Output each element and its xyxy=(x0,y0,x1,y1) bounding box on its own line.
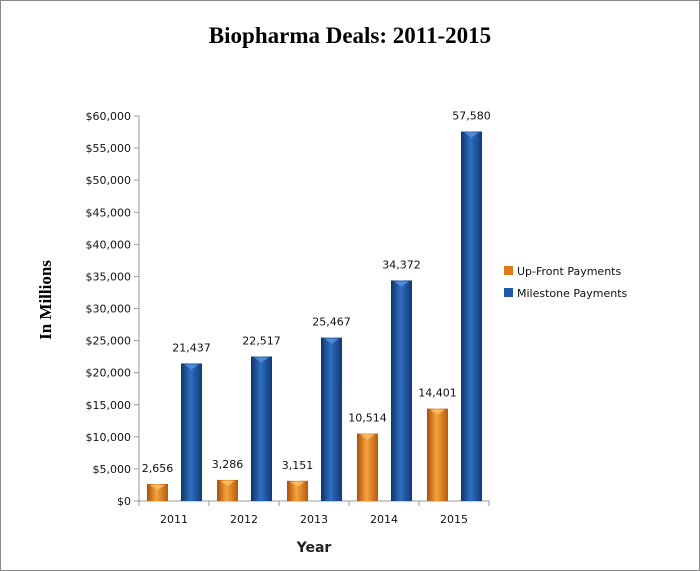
bar-highlight xyxy=(464,132,479,138)
bar-milestone-2015 xyxy=(461,131,482,502)
bar-highlight xyxy=(324,338,339,344)
bar-highlight xyxy=(290,481,305,487)
bar-highlight xyxy=(394,281,409,287)
y-tick-label: $5,000 xyxy=(93,463,132,476)
data-label: 14,401 xyxy=(418,387,457,400)
y-axis-label: In Millions xyxy=(36,260,55,340)
data-label: 22,517 xyxy=(242,335,281,348)
data-label: 2,656 xyxy=(142,462,174,475)
y-tick-label: $30,000 xyxy=(86,303,132,316)
bar-milestone-2011 xyxy=(181,363,202,501)
x-tick-label: 2013 xyxy=(300,513,328,526)
data-label: 21,437 xyxy=(172,341,211,354)
legend-swatch-1 xyxy=(504,288,513,297)
y-tick-label: $55,000 xyxy=(86,142,132,155)
x-axis-label: Year xyxy=(296,540,332,556)
legend-label-1: Milestone Payments xyxy=(517,287,628,300)
y-tick-label: $35,000 xyxy=(86,270,132,283)
y-tick-label: $60,000 xyxy=(86,110,132,123)
y-tick-label: $20,000 xyxy=(86,367,132,380)
bar-highlight xyxy=(430,409,445,415)
bar-highlight xyxy=(150,484,165,490)
bar-upfront-2013 xyxy=(287,480,308,501)
x-tick-label: 2015 xyxy=(440,513,468,526)
data-label: 25,467 xyxy=(312,316,351,329)
bar-milestone-2013 xyxy=(321,337,342,501)
x-tick-label: 2011 xyxy=(160,513,188,526)
y-tick-label: $40,000 xyxy=(86,238,132,251)
y-tick-label: $50,000 xyxy=(86,174,132,187)
bar-milestone-2012 xyxy=(251,356,272,501)
y-tick-label: $15,000 xyxy=(86,399,132,412)
y-tick-label: $25,000 xyxy=(86,335,132,348)
bar-highlight xyxy=(184,364,199,370)
bar-highlight xyxy=(360,434,375,440)
legend-label-0: Up-Front Payments xyxy=(517,265,621,278)
bar-highlight xyxy=(220,480,235,486)
chart-title: Biopharma Deals: 2011-2015 xyxy=(209,23,491,48)
y-tick-label: $0 xyxy=(117,495,131,508)
data-label: 3,151 xyxy=(282,459,314,472)
bar-upfront-2012 xyxy=(217,479,238,501)
legend-swatch-0 xyxy=(504,266,513,275)
x-tick-label: 2014 xyxy=(370,513,398,526)
bar-upfront-2014 xyxy=(357,433,378,501)
y-tick-label: $45,000 xyxy=(86,206,132,219)
data-label: 3,286 xyxy=(212,458,244,471)
y-tick-label: $10,000 xyxy=(86,431,132,444)
bar-upfront-2015 xyxy=(427,408,448,501)
bar-milestone-2014 xyxy=(391,280,412,501)
data-label: 10,514 xyxy=(348,412,387,425)
data-label: 57,580 xyxy=(452,110,491,123)
bar-upfront-2011 xyxy=(147,483,168,501)
bar-highlight xyxy=(254,357,269,363)
x-tick-label: 2012 xyxy=(230,513,258,526)
data-label: 34,372 xyxy=(382,258,421,271)
